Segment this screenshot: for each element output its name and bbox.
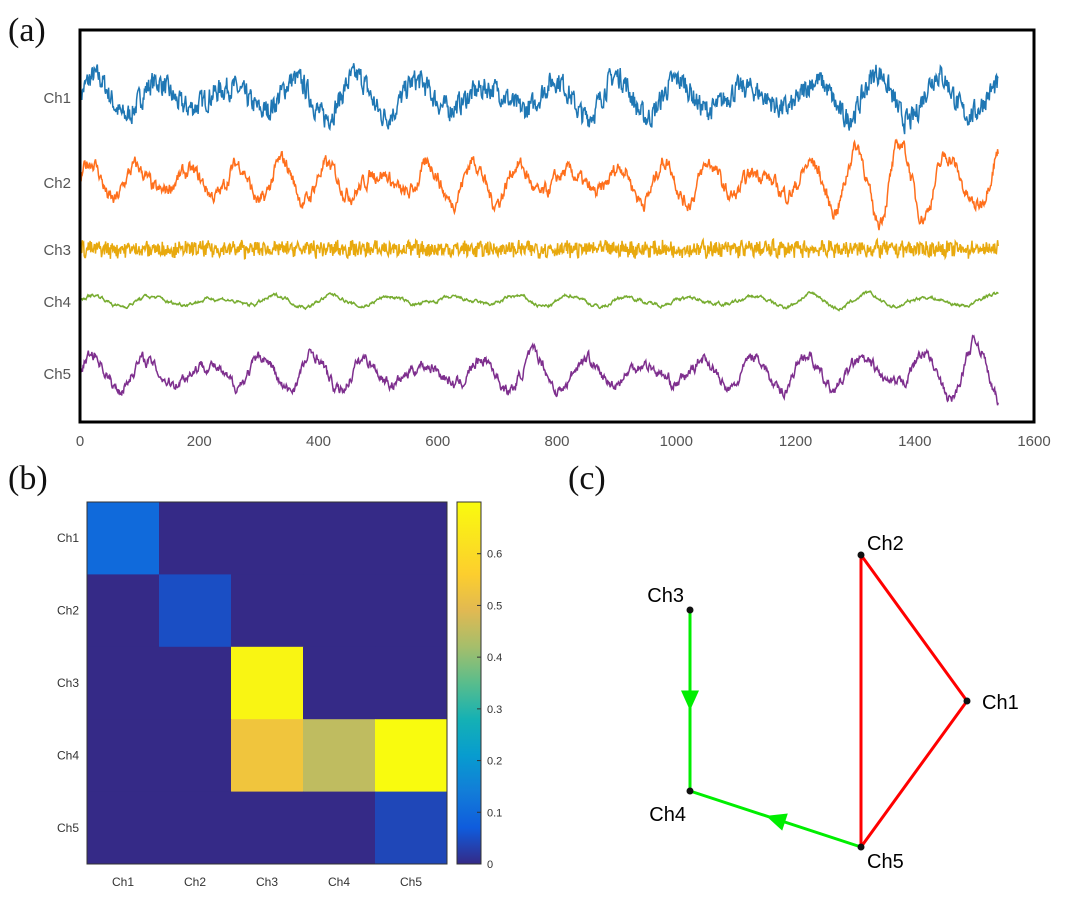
node-ch5 bbox=[857, 843, 865, 851]
heatmap-cell bbox=[159, 646, 232, 720]
trace-ch5 bbox=[79, 334, 999, 406]
x-tick-label: 600 bbox=[425, 433, 450, 450]
heatmap-cell bbox=[231, 502, 304, 575]
network-chart: Ch1 Ch2 Ch3 Ch4 Ch5 bbox=[647, 533, 1018, 873]
channel-label-ch3: Ch3 bbox=[43, 242, 71, 259]
panel-label-b: (b) bbox=[8, 460, 48, 497]
node-ch1 bbox=[963, 697, 971, 705]
heatmap-frame bbox=[86, 501, 448, 865]
x-tick-label: 1600 bbox=[1017, 433, 1050, 450]
colorbar-tick-label: 0.3 bbox=[487, 704, 502, 716]
heatmap-cell bbox=[231, 574, 304, 648]
x-tick-labels: 0 200 400 600 800 1000 1200 1400 1600 bbox=[76, 433, 1051, 450]
heatmap-cell bbox=[375, 646, 448, 720]
node-label: Ch3 bbox=[647, 585, 684, 607]
column-labels: Ch1 Ch2 Ch3 Ch4 Ch5 bbox=[112, 875, 422, 889]
plot-frame bbox=[78, 28, 1036, 424]
node-ch3 bbox=[686, 606, 694, 614]
colorbar-gradient bbox=[456, 501, 482, 865]
heatmap-cells bbox=[87, 502, 448, 865]
colorbar-tick-label: 0 bbox=[487, 859, 493, 871]
heatmap-cell bbox=[303, 719, 376, 793]
heatmap-cell bbox=[87, 719, 160, 793]
heatmap-cell bbox=[303, 646, 376, 720]
trace-ch3 bbox=[79, 237, 999, 261]
colorbar-tick-label: 0.5 bbox=[487, 600, 502, 612]
panel-label-a: (a) bbox=[8, 12, 46, 49]
row-labels: Ch1 Ch2 Ch3 Ch4 Ch5 bbox=[57, 531, 79, 835]
colorbar-tick-label: 0.1 bbox=[487, 807, 502, 819]
trace-group bbox=[79, 63, 999, 406]
node-ch4 bbox=[686, 787, 694, 795]
heatmap-cell bbox=[87, 574, 160, 648]
heatmap-cell bbox=[159, 502, 232, 575]
node-ch2 bbox=[857, 551, 865, 559]
column-label: Ch4 bbox=[328, 875, 350, 889]
network-nodes: Ch1 Ch2 Ch3 Ch4 Ch5 bbox=[647, 533, 1018, 873]
heatmap-cell bbox=[159, 791, 232, 865]
trace-ch2 bbox=[79, 138, 999, 231]
channel-label-ch2: Ch2 bbox=[43, 175, 71, 192]
heatmap-cell bbox=[375, 574, 448, 648]
node-label: Ch4 bbox=[649, 804, 686, 826]
column-label: Ch3 bbox=[256, 875, 278, 889]
arrowhead bbox=[681, 690, 699, 711]
row-label: Ch5 bbox=[57, 821, 79, 835]
trace-ch4 bbox=[79, 290, 999, 312]
heatmap-cell bbox=[87, 646, 160, 720]
heatmap-cell bbox=[303, 574, 376, 648]
colorbar-tick-label: 0.2 bbox=[487, 756, 502, 768]
node-label: Ch5 bbox=[867, 851, 904, 873]
colorbar: 0 0.1 0.2 0.3 0.4 0.5 0.6 bbox=[456, 501, 502, 871]
heatmap-cell bbox=[159, 719, 232, 793]
heatmap-cell bbox=[231, 646, 304, 720]
edge-ch1-ch5 bbox=[859, 700, 969, 848]
heatmap-cell bbox=[303, 502, 376, 575]
colorbar-tick-label: 0.4 bbox=[487, 652, 502, 664]
column-label: Ch5 bbox=[400, 875, 422, 889]
x-tick-label: 0 bbox=[76, 433, 84, 450]
heatmap-cell bbox=[231, 719, 304, 793]
channel-label-ch5: Ch5 bbox=[43, 366, 71, 383]
heatmap-cell bbox=[375, 791, 448, 865]
heatmap-cell bbox=[375, 502, 448, 575]
row-label: Ch4 bbox=[57, 748, 79, 762]
heatmap-cell bbox=[303, 791, 376, 865]
x-tick-label: 400 bbox=[306, 433, 331, 450]
column-label: Ch1 bbox=[112, 875, 134, 889]
time-series-chart: Ch1 Ch2 Ch3 Ch4 Ch5 0 200 400 600 800 1000 1200 140… bbox=[43, 28, 1051, 450]
row-label: Ch1 bbox=[57, 531, 79, 545]
x-tick-label: 1200 bbox=[779, 433, 812, 450]
x-tick-label: 1400 bbox=[898, 433, 931, 450]
heatmap-cell bbox=[375, 719, 448, 793]
channel-label-ch4: Ch4 bbox=[43, 294, 71, 311]
row-label: Ch2 bbox=[57, 604, 79, 618]
heatmap-cell bbox=[159, 574, 232, 648]
x-tick-label: 200 bbox=[187, 433, 212, 450]
node-label: Ch2 bbox=[867, 533, 904, 555]
column-label: Ch2 bbox=[184, 875, 206, 889]
channel-label-ch1: Ch1 bbox=[43, 90, 71, 107]
row-label: Ch3 bbox=[57, 676, 79, 690]
trace-ch1 bbox=[79, 63, 999, 135]
network-edges bbox=[681, 554, 969, 849]
x-tick-label: 800 bbox=[544, 433, 569, 450]
node-label: Ch1 bbox=[982, 692, 1019, 714]
heatmap-cell bbox=[87, 791, 160, 865]
edge-ch2-ch1 bbox=[859, 554, 969, 702]
channel-labels: Ch1 Ch2 Ch3 Ch4 Ch5 bbox=[43, 90, 71, 383]
heatmap-cell bbox=[87, 502, 160, 575]
colorbar-tick-label: 0.6 bbox=[487, 549, 502, 561]
heatmap-cell bbox=[231, 791, 304, 865]
x-tick-label: 1000 bbox=[660, 433, 693, 450]
arrowhead bbox=[765, 813, 788, 831]
panel-label-c: (c) bbox=[568, 460, 606, 497]
